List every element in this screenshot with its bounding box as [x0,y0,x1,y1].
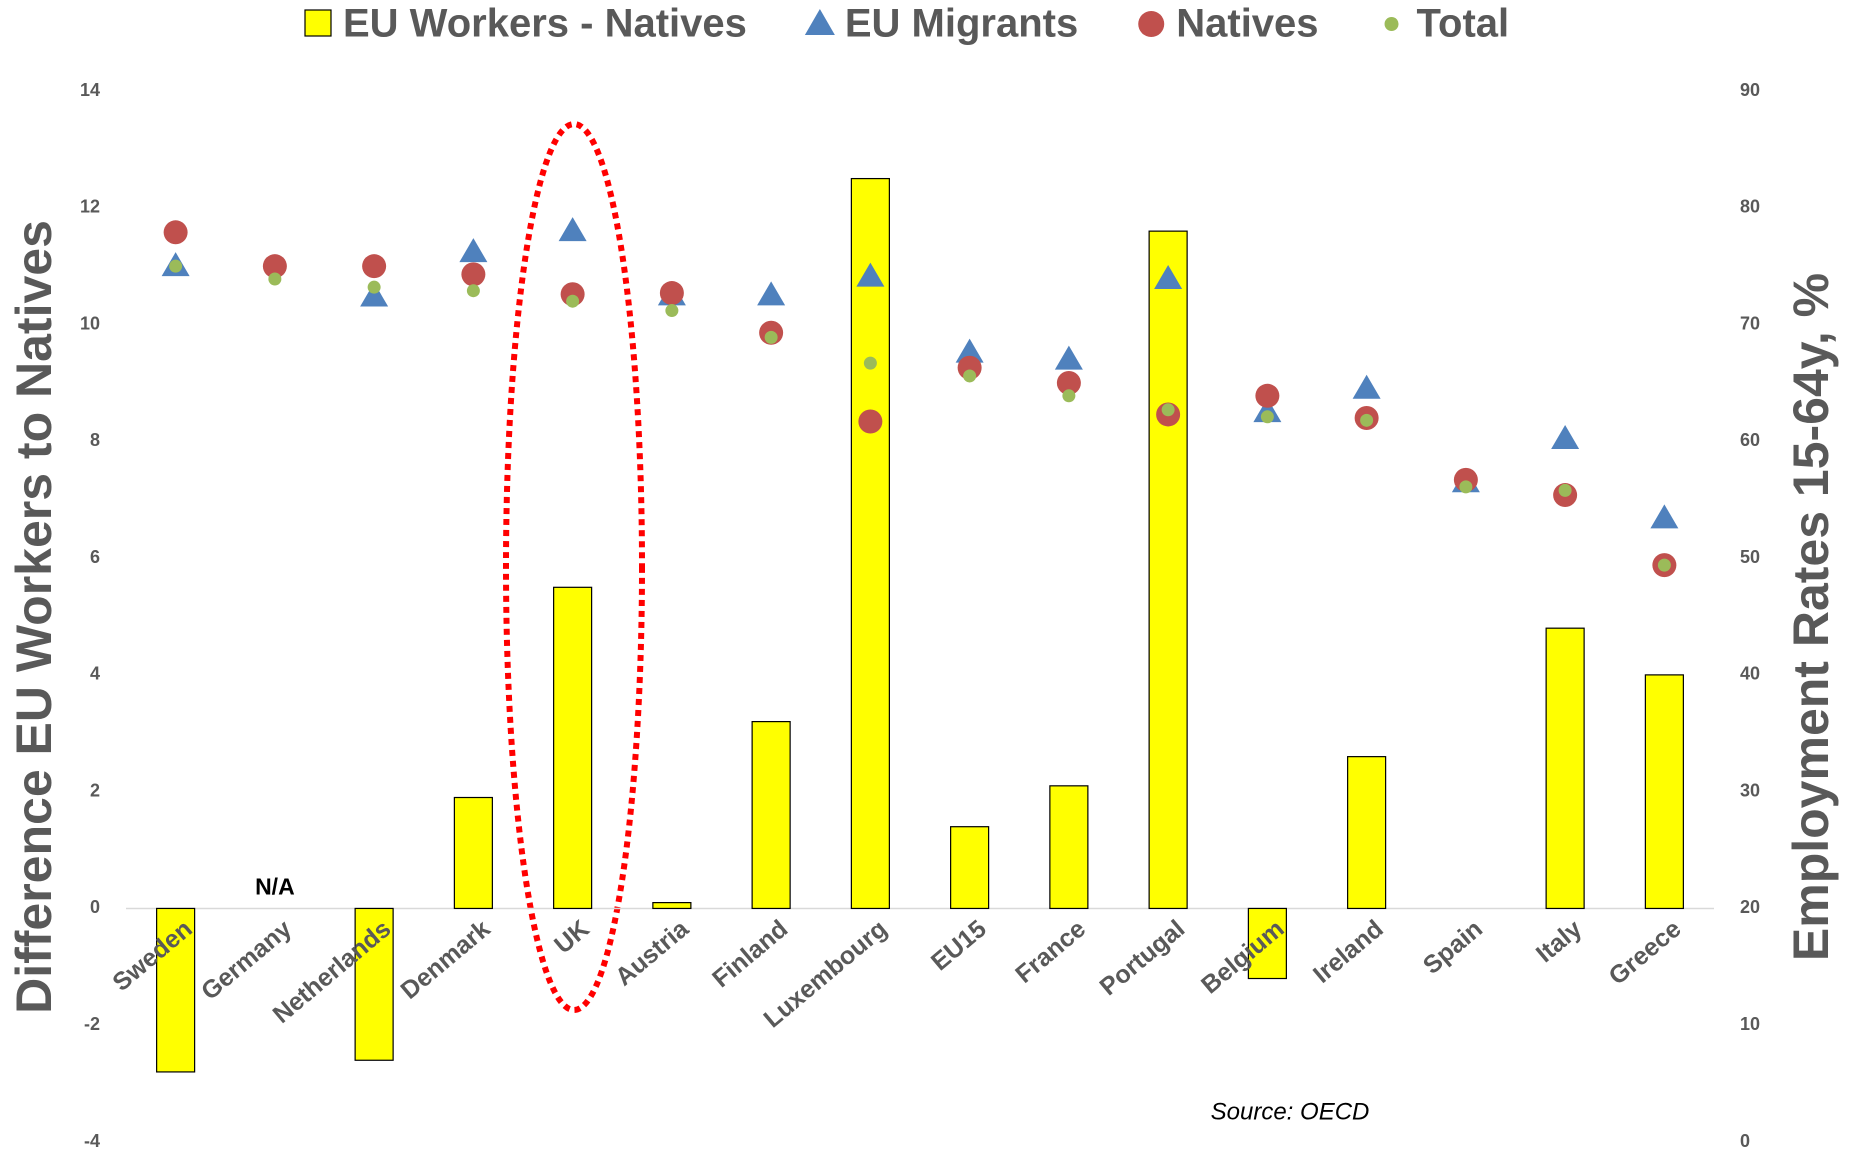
triangle-marker [459,238,488,263]
bar [1247,907,1287,980]
y2-tick-label: 20 [1740,897,1760,917]
bar [950,826,990,910]
y-tick-label: 10 [80,313,100,333]
x-tick-label: Spain [1418,915,1488,980]
y-tick-label: 12 [80,197,100,217]
y2-axis-title: Employment Rates 15-64y, % [1783,273,1839,961]
x-tick-label: EU15 [926,915,992,977]
y2-tick-label: 90 [1740,80,1760,100]
bar [1545,627,1585,910]
triangle-marker [955,338,984,363]
x-tick-label: Greece [1604,915,1687,991]
triangle-marker [1253,398,1282,423]
bar [156,907,196,1073]
legend-label: Total [1417,2,1510,46]
bar [553,586,593,910]
y-tick-label: 8 [90,430,100,450]
y-tick-label: 4 [90,664,100,684]
dot-marker [566,294,580,308]
triangle-marker [757,281,786,306]
legend-swatch [804,9,835,35]
triangle-marker [1054,345,1083,370]
x-tick-label: Finland [707,915,793,994]
bar [354,907,394,1061]
dot-marker [1459,480,1473,494]
bar [652,902,692,910]
bar [1049,785,1089,910]
dot-marker [963,369,977,383]
x-tick-label: Portugal [1095,915,1191,1002]
x-tick-label: France [1010,915,1091,989]
legend-label: Natives [1176,2,1318,46]
y-tick-label: -4 [84,1131,100,1151]
x-tick-label: Germany [196,915,297,1006]
bar [1644,674,1684,910]
legend-swatch [1384,17,1399,31]
x-tick-label: Denmark [396,915,496,1005]
dot-marker [1360,413,1374,427]
circle-marker [858,409,883,434]
y2-tick-label: 50 [1740,547,1760,567]
y-tick-label: 6 [90,547,100,567]
x-tick-label: Italy [1531,915,1587,969]
y-axis-title: Difference EU Workers to Natives [6,220,62,1014]
y2-tick-label: 40 [1740,664,1760,684]
y-tick-label: 0 [90,897,100,917]
y2-tick-label: 0 [1740,1131,1750,1151]
triangle-marker [1551,424,1580,449]
dot-marker [367,280,381,294]
circle-marker [659,281,684,306]
triangle-marker [360,282,389,307]
dot-marker [1558,483,1572,497]
dot-marker [268,272,282,286]
y2-tick-label: 10 [1740,1014,1760,1034]
dot-marker [665,304,679,318]
circle-marker [461,262,486,287]
circle-marker [1056,370,1081,395]
triangle-marker [1154,265,1183,290]
y2-tick-label: 30 [1740,780,1760,800]
dot-marker [1260,410,1274,424]
legend-swatch [304,9,332,37]
y2-tick-label: 80 [1740,197,1760,217]
y-tick-label: -2 [84,1014,100,1034]
dot-marker [1161,403,1175,417]
dot-marker [863,356,877,370]
triangle-marker [1352,374,1381,399]
circle-marker [1255,383,1280,408]
legend-label: EU Migrants [845,2,1078,46]
y2-tick-label: 60 [1740,430,1760,450]
x-tick-label: Austria [610,914,695,992]
circle-marker [262,254,287,279]
bar [453,796,493,910]
bar [1347,756,1387,910]
y-tick-label: 2 [90,780,100,800]
triangle-marker [856,262,885,287]
bar [850,177,890,910]
x-tick-label: UK [549,915,595,960]
circle-marker [163,220,188,245]
dot-marker [764,330,778,344]
y-tick-label: 14 [80,80,100,100]
legend-swatch [1138,11,1165,37]
dot-marker [466,284,480,298]
dot-marker [1657,558,1671,572]
source-note: Source: OECD [1211,1098,1370,1125]
circle-marker [362,254,387,279]
bar [1148,230,1188,910]
x-tick-label: Ireland [1308,915,1389,989]
dot-marker [169,259,183,273]
triangle-marker [1650,504,1679,529]
y2-tick-label: 70 [1740,313,1760,333]
triangle-marker [558,217,587,242]
bar [751,720,791,910]
legend-label: EU Workers - Natives [343,2,747,46]
dot-marker [1062,389,1076,403]
highlight-ellipse [503,121,645,1013]
annotation: N/A [255,874,295,900]
